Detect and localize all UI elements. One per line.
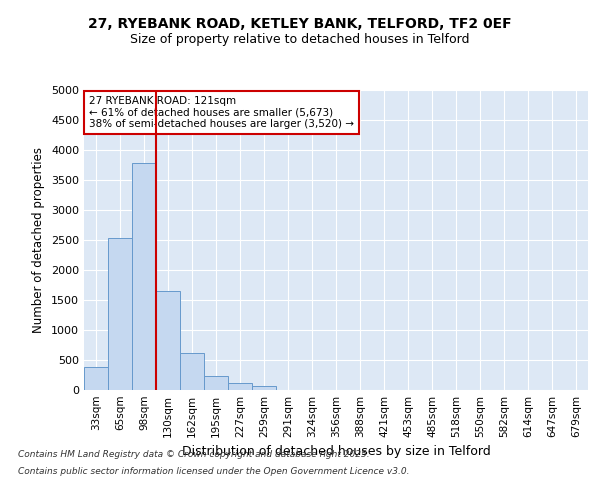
Bar [180, 353, 204, 390]
Bar [108, 238, 132, 390]
Y-axis label: Number of detached properties: Number of detached properties [32, 147, 46, 333]
Bar [84, 367, 108, 390]
Bar [228, 384, 252, 390]
Bar [132, 163, 156, 390]
Bar [204, 376, 228, 390]
Text: Size of property relative to detached houses in Telford: Size of property relative to detached ho… [130, 32, 470, 46]
Text: 27 RYEBANK ROAD: 121sqm
← 61% of detached houses are smaller (5,673)
38% of semi: 27 RYEBANK ROAD: 121sqm ← 61% of detache… [89, 96, 354, 129]
Bar [156, 291, 180, 390]
Text: 27, RYEBANK ROAD, KETLEY BANK, TELFORD, TF2 0EF: 27, RYEBANK ROAD, KETLEY BANK, TELFORD, … [88, 18, 512, 32]
Bar [252, 386, 276, 390]
Text: Contains public sector information licensed under the Open Government Licence v3: Contains public sector information licen… [18, 468, 409, 476]
Text: Contains HM Land Registry data © Crown copyright and database right 2025.: Contains HM Land Registry data © Crown c… [18, 450, 370, 459]
X-axis label: Distribution of detached houses by size in Telford: Distribution of detached houses by size … [182, 446, 490, 458]
